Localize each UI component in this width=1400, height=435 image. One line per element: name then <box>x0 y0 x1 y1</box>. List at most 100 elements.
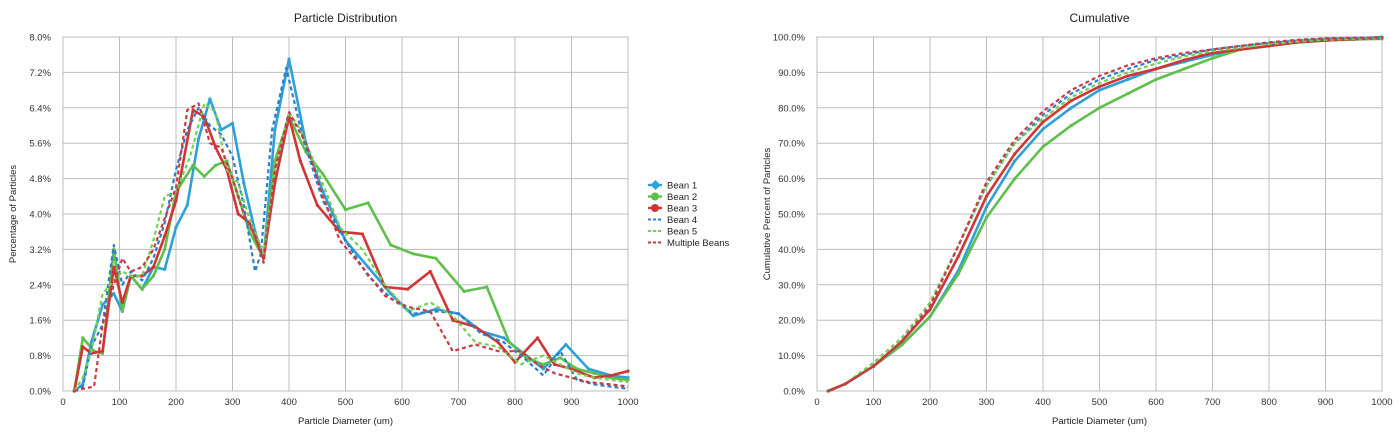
y-tick-label: 60.0% <box>778 174 805 185</box>
series-point-bean-3 <box>151 265 155 269</box>
series-point-bean-1 <box>1069 106 1073 110</box>
series-point-bean-3 <box>236 212 240 216</box>
series-point-bean-3 <box>191 108 195 112</box>
series-point-bean-1 <box>1097 88 1102 92</box>
series-point-bean-3 <box>1013 152 1017 156</box>
chart-title: Particle Distribution <box>294 11 397 25</box>
y-tick-label: 8.0% <box>29 33 51 44</box>
x-tick-label: 600 <box>1148 397 1164 408</box>
series-line-multiple-beans <box>827 36 1383 393</box>
series-point-bean-3 <box>360 232 365 236</box>
x-tick-label: 200 <box>922 397 938 408</box>
series-point-bean-2 <box>984 215 989 220</box>
series-point-bean-3 <box>383 285 387 289</box>
series-point-bean-3 <box>536 336 540 340</box>
x-tick-label: 900 <box>1318 397 1334 408</box>
series-point-bean-3 <box>626 369 630 373</box>
series-point-bean-2 <box>626 378 630 382</box>
x-tick-label: 400 <box>1035 397 1051 408</box>
series-point-bean-1 <box>564 342 568 347</box>
series-point-bean-1 <box>81 382 85 386</box>
series-point-bean-2 <box>120 309 124 313</box>
series-point-bean-2 <box>592 371 596 375</box>
x-axis-label: Particle Diameter (um) <box>298 416 393 427</box>
series-point-bean-3 <box>112 265 116 269</box>
series-point-bean-1 <box>586 367 591 371</box>
y-tick-label: 80.0% <box>778 103 805 114</box>
series-point-bean-3 <box>81 345 85 349</box>
series-point-bean-2 <box>928 315 932 319</box>
x-tick-label: 700 <box>1205 397 1221 408</box>
chart-title: Cumulative <box>1069 11 1129 25</box>
legend-marker <box>651 204 659 212</box>
series-point-bean-2 <box>1182 67 1186 71</box>
x-tick-label: 0 <box>814 397 819 408</box>
series-point-bean-3 <box>1069 99 1073 103</box>
series-point-bean-2 <box>389 243 393 247</box>
series-point-bean-2 <box>609 376 613 380</box>
y-tick-label: 70.0% <box>778 139 805 150</box>
series-point-bean-1 <box>163 267 167 271</box>
x-tick-label: 300 <box>979 397 995 408</box>
y-tick-label: 40.0% <box>778 245 805 256</box>
y-tick-label: 6.4% <box>29 103 51 114</box>
x-tick-label: 300 <box>225 397 241 408</box>
x-tick-label: 200 <box>168 397 184 408</box>
series-point-bean-3 <box>956 254 960 259</box>
series-point-bean-2 <box>1210 56 1215 60</box>
x-tick-label: 700 <box>451 397 467 408</box>
legend-label: Bean 1 <box>667 181 697 192</box>
series-point-bean-2 <box>1126 92 1130 96</box>
x-tick-label: 900 <box>564 397 580 408</box>
series-point-bean-2 <box>411 252 415 256</box>
y-tick-label: 4.0% <box>29 210 51 221</box>
series-point-bean-2 <box>202 174 206 178</box>
series-point-bean-1 <box>208 97 212 101</box>
y-tick-label: 4.8% <box>29 174 51 185</box>
series-point-bean-3 <box>428 269 432 274</box>
y-tick-label: 90.0% <box>778 68 805 79</box>
series-line-bean-5 <box>827 37 1383 393</box>
series-point-bean-1 <box>1041 127 1045 131</box>
series-point-bean-3 <box>406 287 410 291</box>
series-point-bean-3 <box>984 194 989 198</box>
y-tick-label: 0.0% <box>29 387 51 398</box>
legend-label: Bean 4 <box>667 215 697 226</box>
series-point-bean-2 <box>366 201 370 205</box>
series-point-bean-1 <box>242 181 246 185</box>
series-line-bean-4 <box>827 36 1383 393</box>
series-point-bean-2 <box>485 285 489 289</box>
series-point-bean-1 <box>389 292 393 296</box>
x-axis-label: Particle Diameter (um) <box>1052 416 1147 427</box>
series-point-bean-2 <box>1041 145 1045 149</box>
series-point-bean-3 <box>1182 58 1186 62</box>
legend-item-bean-2: Bean 2 <box>648 192 697 203</box>
series-point-bean-2 <box>225 159 229 163</box>
series-point-bean-3 <box>298 159 302 163</box>
x-tick-label: 100 <box>866 397 882 408</box>
series-point-bean-3 <box>1041 120 1045 124</box>
series-point-bean-2 <box>151 274 155 278</box>
y-tick-label: 0.8% <box>29 351 51 362</box>
y-axis-label: Cumulative Percent of Particles <box>762 147 773 280</box>
legend-label: Bean 2 <box>667 192 697 203</box>
series-point-bean-2 <box>1154 77 1158 82</box>
legend-label: Multiple Beans <box>667 238 730 249</box>
x-tick-label: 800 <box>507 397 523 408</box>
series-point-bean-1 <box>287 57 291 61</box>
y-tick-label: 10.0% <box>778 351 805 362</box>
series-point-bean-3 <box>1154 67 1158 71</box>
series-point-bean-1 <box>411 314 415 318</box>
y-tick-label: 3.2% <box>29 245 51 256</box>
series-point-bean-3 <box>928 307 932 312</box>
x-tick-label: 1000 <box>1371 397 1392 408</box>
legend-label: Bean 3 <box>667 204 697 215</box>
series-point-bean-1 <box>984 205 989 209</box>
series-point-bean-1 <box>197 137 201 141</box>
legend-item-bean-5: Bean 5 <box>648 227 697 238</box>
series-line-bean-5 <box>73 102 629 392</box>
series-point-bean-1 <box>100 303 105 307</box>
y-tick-label: 20.0% <box>778 316 805 327</box>
series-point-bean-2 <box>541 362 545 367</box>
